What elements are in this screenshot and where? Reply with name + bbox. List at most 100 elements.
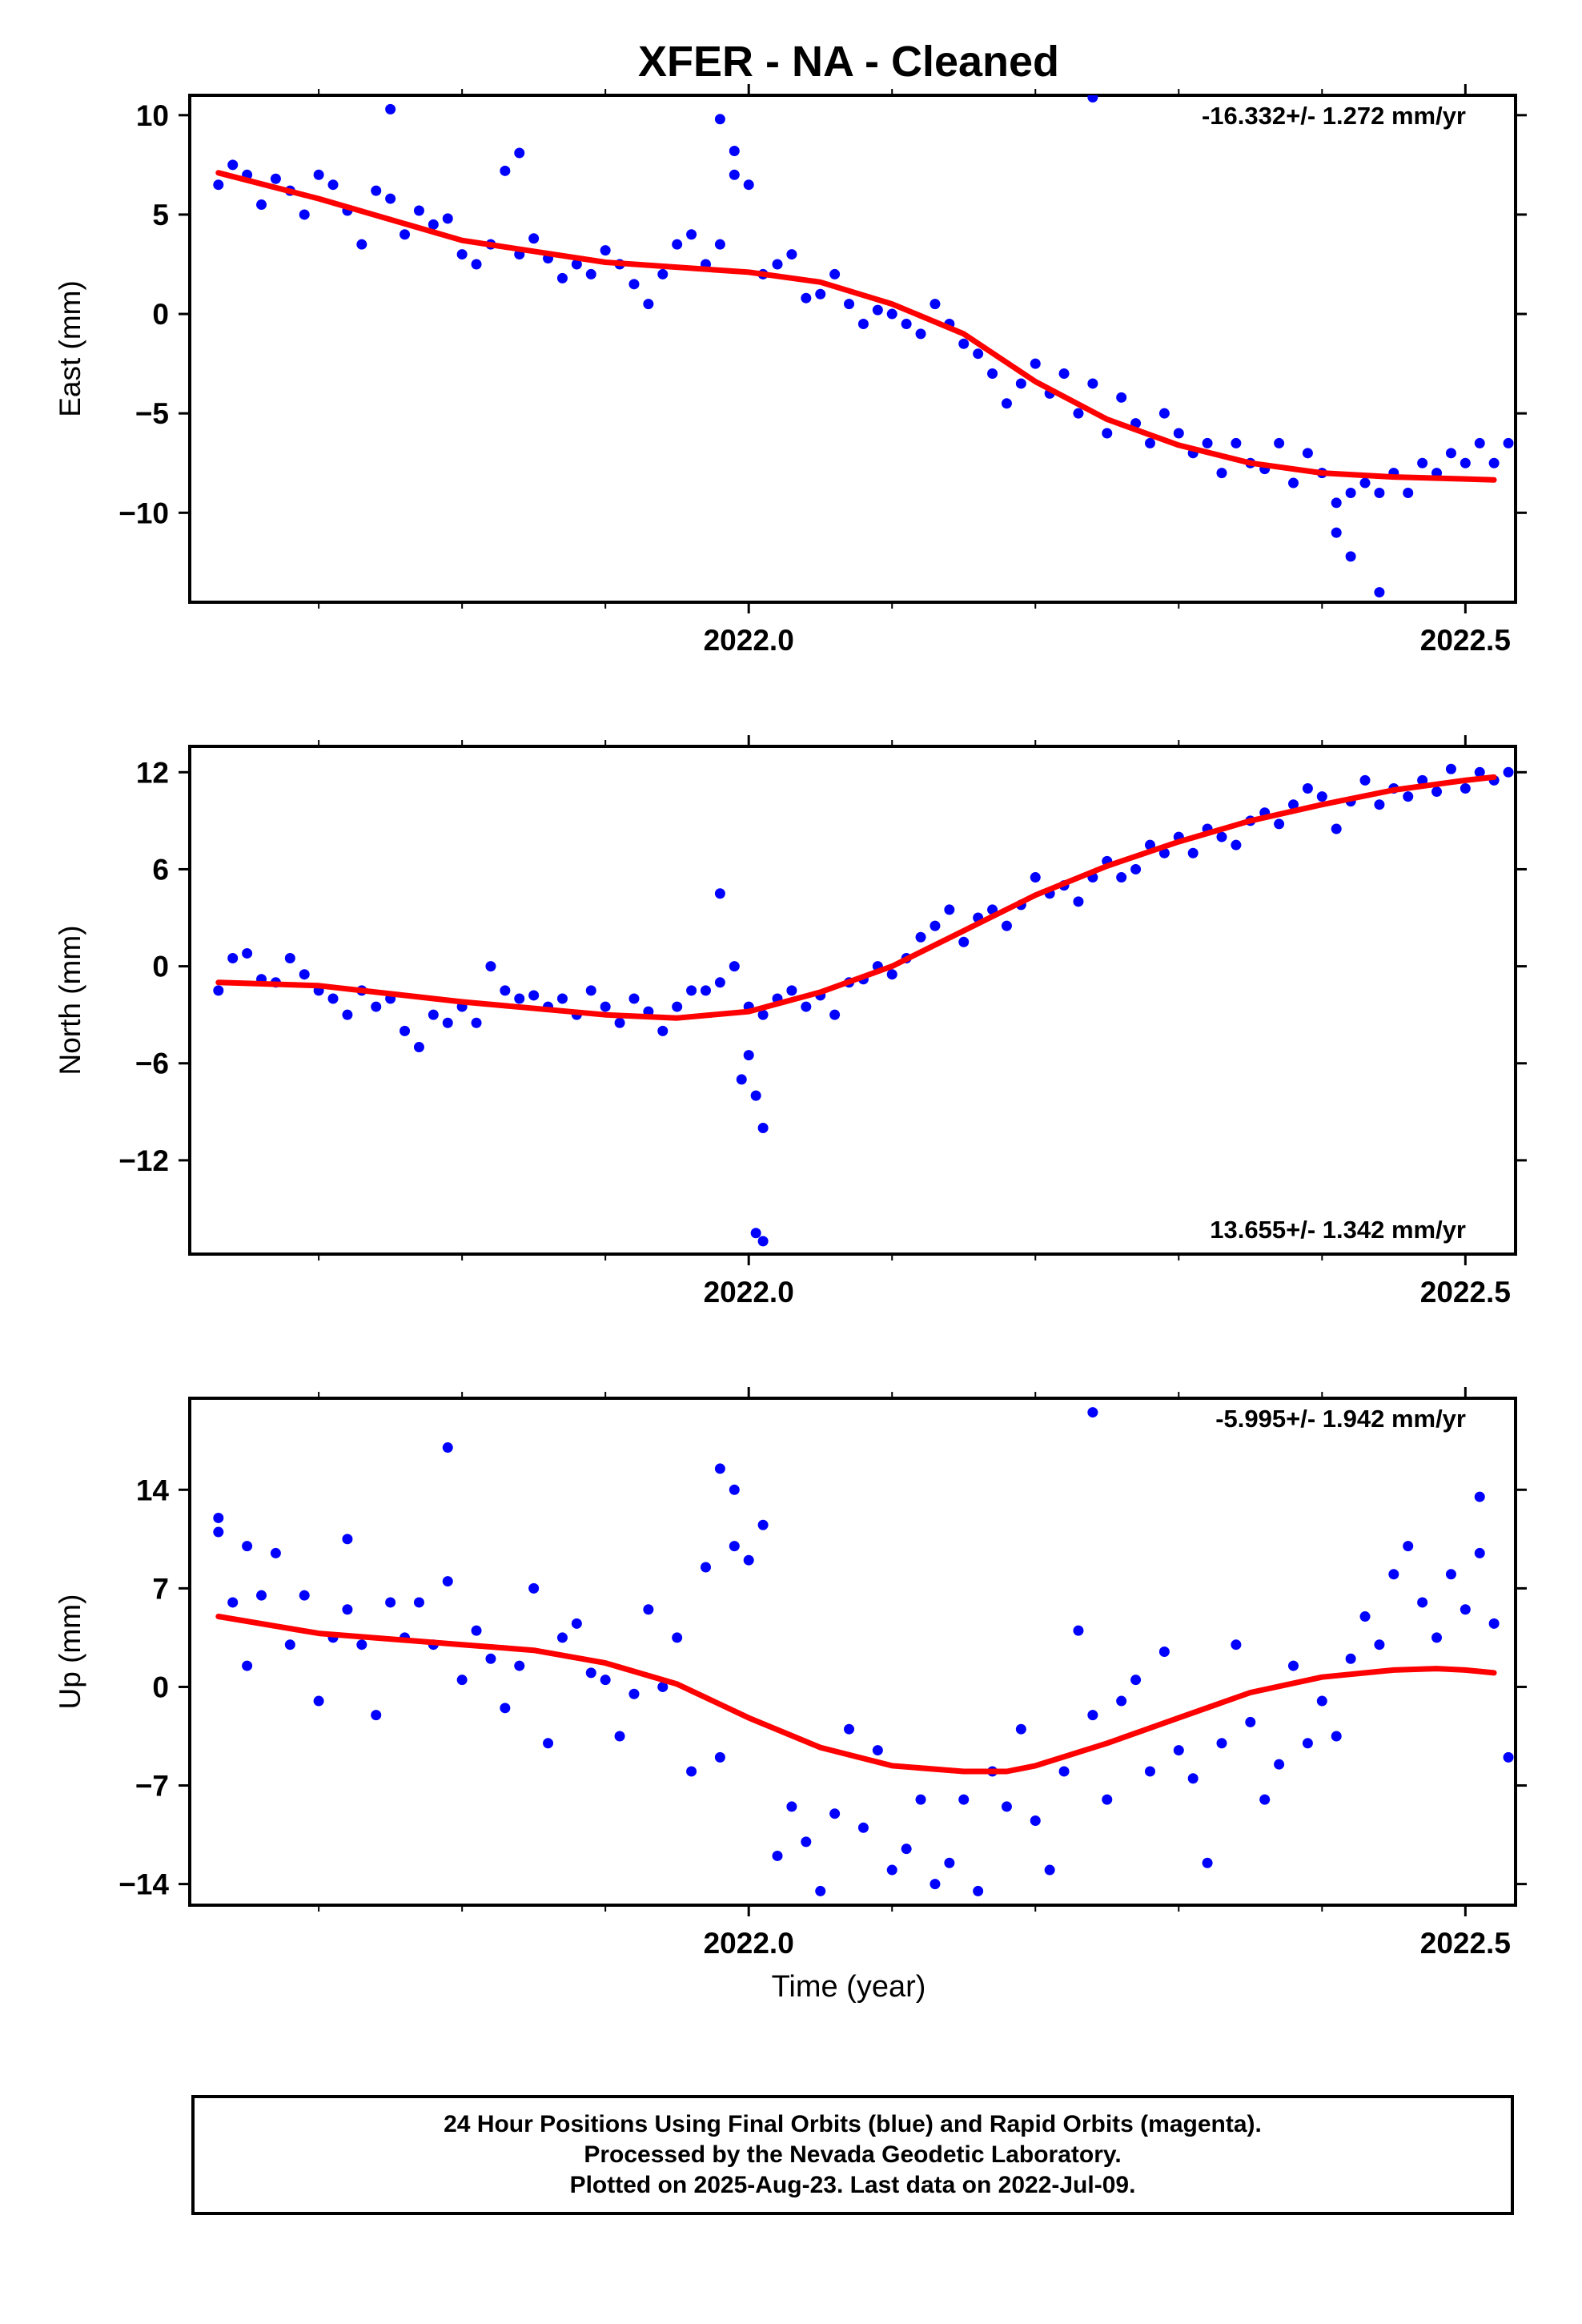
- data-point: [1345, 487, 1356, 498]
- data-point: [442, 1442, 453, 1454]
- fit-curve: [215, 1614, 1497, 1775]
- data-point: [750, 1228, 761, 1239]
- data-point: [1359, 774, 1371, 786]
- data-point: [915, 328, 926, 340]
- data-point: [801, 292, 812, 304]
- data-point: [1374, 1639, 1385, 1651]
- data-point: [1130, 1675, 1142, 1686]
- data-point: [514, 147, 525, 159]
- data-point: [757, 1123, 769, 1134]
- data-point: [672, 1001, 683, 1012]
- fit-curve: [215, 170, 1497, 483]
- data-point: [1503, 766, 1514, 778]
- data-points: [213, 763, 1514, 1247]
- data-point: [729, 1541, 740, 1552]
- data-point: [930, 299, 941, 310]
- data-point: [714, 1463, 725, 1474]
- data-point: [1316, 791, 1327, 802]
- data-point: [958, 1794, 970, 1805]
- data-point: [1374, 799, 1385, 810]
- data-point: [1359, 1611, 1371, 1622]
- data-point: [1158, 1647, 1170, 1657]
- data-point: [772, 259, 783, 270]
- data-point: [1403, 487, 1414, 498]
- data-point: [342, 1009, 353, 1020]
- data-point: [1274, 1759, 1285, 1770]
- data-point: [327, 993, 339, 1004]
- data-point: [556, 272, 568, 283]
- data-point: [1417, 1597, 1428, 1608]
- data-point: [313, 1695, 324, 1707]
- data-point: [1173, 1745, 1184, 1756]
- data-point: [556, 993, 568, 1004]
- data-point: [1460, 457, 1471, 468]
- data-point: [1288, 799, 1299, 810]
- data-point: [585, 1667, 596, 1679]
- data-point: [600, 1675, 611, 1686]
- data-point: [1503, 1751, 1514, 1763]
- data-point: [1445, 763, 1456, 774]
- data-point: [786, 1801, 797, 1812]
- panel-3: 14 7 0 −7 −14 2022.0 2022.5 Up (mm) -5.995+/- 1.…: [54, 1387, 1527, 1960]
- data-point: [1403, 1541, 1414, 1552]
- data-point: [872, 1745, 883, 1756]
- data-point: [829, 1808, 841, 1819]
- panel-1: 10 5 0 −5 −10 2022.0 2022.5 East (mm) -16.332+/-…: [54, 84, 1527, 657]
- data-point: [571, 259, 582, 270]
- y-tick-label: −7: [135, 1770, 169, 1803]
- data-point: [844, 1723, 855, 1735]
- data-point: [400, 1025, 411, 1036]
- data-point: [1316, 1695, 1327, 1707]
- data-point: [1073, 1625, 1084, 1636]
- data-point: [729, 169, 740, 180]
- data-point: [1073, 408, 1084, 419]
- data-point: [1001, 1801, 1012, 1812]
- velocity-label: -16.332+/- 1.272 mm/yr: [1202, 102, 1466, 130]
- data-point: [1087, 95, 1098, 103]
- data-point: [901, 1844, 912, 1855]
- data-point: [857, 1822, 869, 1833]
- data-point: [1460, 782, 1471, 794]
- data-point: [1102, 428, 1113, 439]
- data-point: [829, 268, 841, 279]
- data-point: [1231, 437, 1242, 448]
- data-point: [657, 268, 669, 279]
- data-point: [714, 114, 725, 125]
- data-point: [1144, 1766, 1155, 1777]
- data-point: [844, 299, 855, 310]
- y-tick-label: 6: [152, 853, 169, 886]
- y-axis-label: Up (mm): [54, 1594, 86, 1710]
- data-point: [1259, 1794, 1271, 1805]
- data-point: [213, 1512, 224, 1523]
- data-point: [213, 985, 224, 996]
- data-point: [471, 1017, 482, 1028]
- x-tick-label: 2022.0: [704, 624, 794, 657]
- data-point: [657, 1681, 669, 1692]
- data-point: [729, 146, 740, 157]
- y-tick-label: −5: [135, 397, 169, 430]
- data-point: [1359, 477, 1371, 489]
- data-point: [1345, 1653, 1356, 1664]
- data-point: [413, 1042, 424, 1053]
- data-point: [385, 193, 396, 204]
- data-point: [1044, 1864, 1055, 1876]
- data-point: [686, 1766, 697, 1777]
- y-tick-label: 0: [152, 1671, 169, 1703]
- data-point: [700, 985, 711, 996]
- data-point: [371, 1710, 382, 1721]
- data-point: [1202, 1857, 1213, 1868]
- data-point: [1231, 839, 1242, 850]
- data-point: [1116, 872, 1127, 883]
- data-point: [485, 961, 496, 972]
- data-point: [456, 1675, 468, 1686]
- data-point: [299, 969, 310, 980]
- data-point: [987, 368, 998, 380]
- y-tick-label: −14: [118, 1868, 169, 1901]
- y-tick-label: 10: [136, 99, 169, 132]
- data-point: [442, 1576, 453, 1587]
- x-tick-label: 2022.5: [1420, 624, 1511, 657]
- data-point: [1231, 1639, 1242, 1651]
- data-point: [958, 338, 970, 349]
- data-point: [456, 249, 468, 260]
- data-point: [786, 985, 797, 996]
